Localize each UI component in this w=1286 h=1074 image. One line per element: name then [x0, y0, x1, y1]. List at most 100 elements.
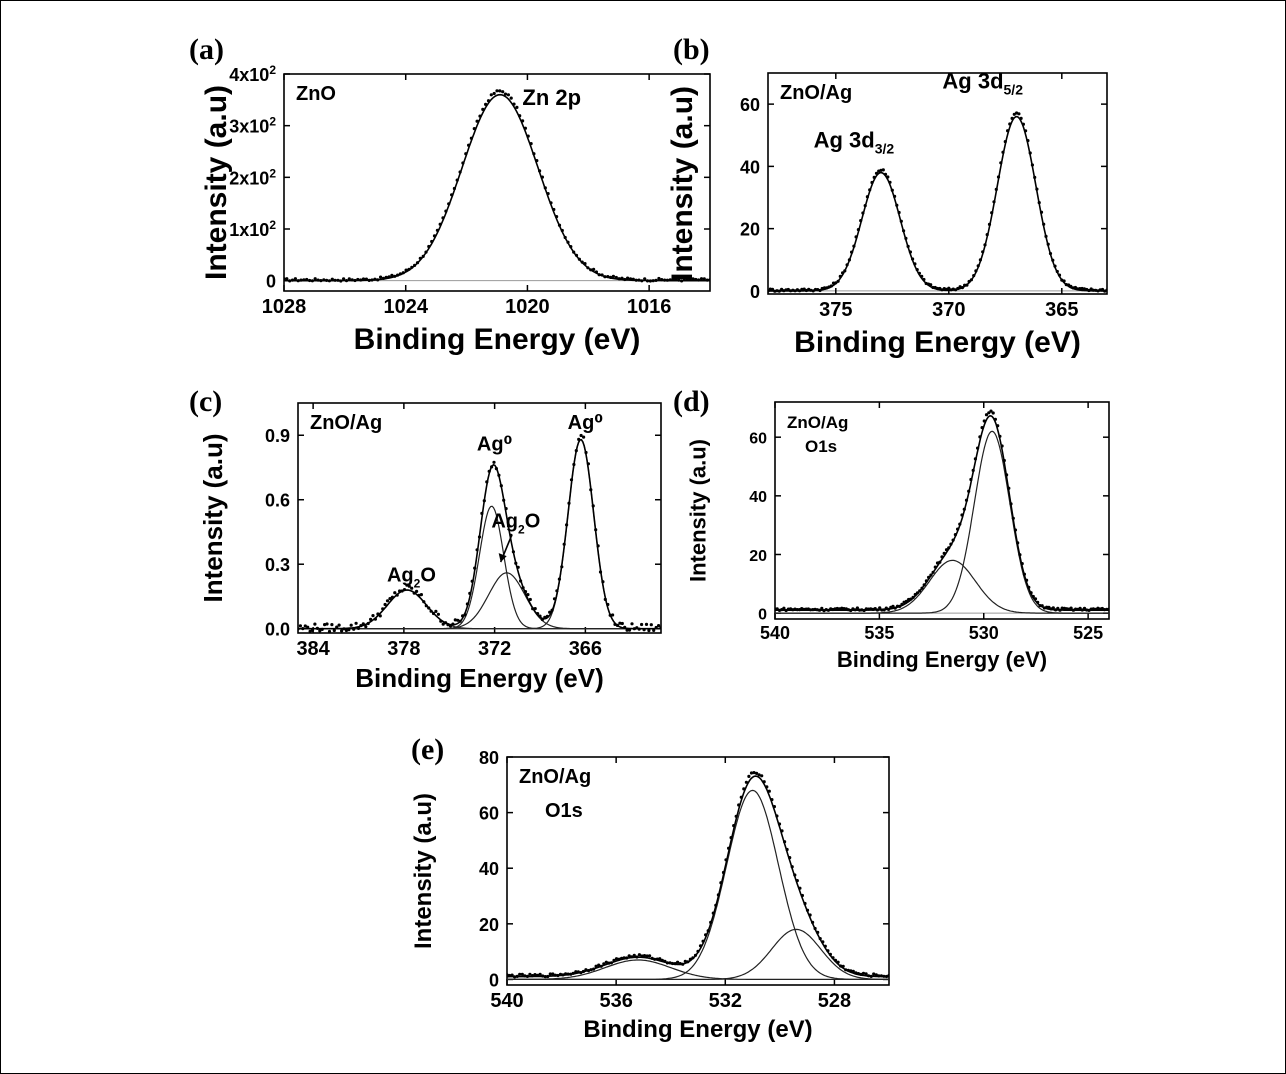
data-point	[907, 245, 910, 248]
y-tick-label: 0	[750, 282, 760, 302]
data-point	[893, 195, 896, 198]
panel-e: 540 536 532 528020406080Binding Energy (eV)…	[410, 733, 891, 1043]
panel-letter: (d)	[673, 385, 710, 418]
data-point	[857, 228, 860, 231]
y-tick-label: 0	[489, 970, 499, 990]
data-point	[920, 587, 923, 590]
data-point	[330, 623, 333, 626]
data-point	[560, 565, 563, 568]
data-point	[512, 550, 515, 553]
data-point	[1105, 289, 1108, 292]
data-point	[927, 576, 930, 579]
data-point	[434, 610, 437, 613]
data-point	[652, 629, 655, 632]
x-tick-label: 1028	[262, 296, 307, 318]
peak-label: Ag2O	[491, 511, 540, 537]
data-point	[1030, 591, 1033, 594]
data-point	[791, 865, 794, 868]
data-point	[432, 612, 435, 615]
data-point	[888, 181, 891, 184]
data-point	[949, 543, 952, 546]
data-point	[553, 597, 556, 600]
data-point	[352, 628, 355, 631]
data-point	[386, 599, 389, 602]
data-point	[379, 276, 382, 279]
data-point	[640, 623, 643, 626]
data-point	[471, 580, 474, 583]
data-point	[357, 627, 360, 630]
data-point	[565, 523, 568, 526]
data-point	[638, 628, 641, 631]
data-point	[325, 622, 328, 625]
data-point	[997, 175, 1000, 178]
data-point	[765, 785, 768, 788]
data-point	[597, 544, 600, 547]
data-point	[623, 278, 626, 281]
data-point	[466, 602, 469, 605]
data-point	[463, 613, 466, 616]
data-point	[965, 284, 968, 287]
data-point	[587, 462, 590, 465]
data-point	[598, 273, 601, 276]
data-point	[834, 959, 837, 962]
data-point	[990, 211, 993, 214]
data-point	[811, 921, 814, 924]
data-point	[373, 278, 376, 281]
data-point	[1033, 176, 1036, 179]
data-point	[601, 273, 604, 276]
data-point	[803, 902, 806, 905]
data-point	[618, 277, 621, 280]
data-point	[983, 419, 986, 422]
data-point	[370, 278, 373, 281]
data-point	[567, 502, 570, 505]
data-point	[958, 523, 961, 526]
data-point	[433, 234, 436, 237]
data-point	[396, 594, 399, 597]
data-point	[859, 219, 862, 222]
y-tick-label: 0.6	[265, 491, 290, 511]
plot-frame	[284, 74, 710, 291]
data-point	[657, 277, 660, 280]
data-point	[1025, 579, 1028, 582]
data-point	[333, 629, 336, 632]
data-point	[566, 241, 569, 244]
data-point	[1040, 211, 1043, 214]
data-point	[439, 620, 442, 623]
data-point	[578, 258, 581, 261]
panel-letter: (e)	[411, 733, 444, 766]
data-point	[468, 592, 471, 595]
data-point	[895, 204, 898, 207]
x-tick-label: 370	[932, 299, 965, 321]
data-point	[898, 211, 901, 214]
data-point	[592, 504, 595, 507]
data-point	[570, 478, 573, 481]
data-point	[342, 277, 345, 280]
data-point	[1056, 270, 1059, 273]
data-point	[866, 195, 869, 198]
data-point	[530, 142, 533, 145]
data-point	[314, 277, 317, 280]
data-point	[870, 975, 873, 978]
data-point	[356, 278, 359, 281]
curves	[282, 89, 711, 282]
data-point	[563, 543, 566, 546]
data-point	[302, 278, 305, 281]
data-point	[379, 614, 382, 617]
data-point	[938, 561, 941, 564]
data-point	[527, 135, 530, 138]
data-point	[1004, 140, 1007, 143]
arrow-head	[499, 553, 507, 562]
data-point	[521, 119, 524, 122]
data-point	[830, 284, 833, 287]
data-point	[1107, 608, 1110, 611]
data-point	[583, 262, 586, 265]
data-point	[696, 950, 699, 953]
data-point	[620, 277, 623, 280]
data-point	[846, 263, 849, 266]
data-point	[699, 944, 702, 947]
data-point	[649, 279, 652, 282]
data-point	[637, 279, 640, 282]
data-point	[994, 418, 997, 421]
data-point	[427, 606, 430, 609]
